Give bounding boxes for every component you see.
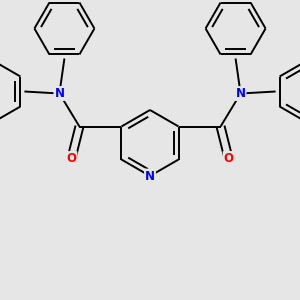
Text: N: N (236, 87, 246, 100)
Text: N: N (54, 87, 64, 100)
Text: O: O (66, 152, 76, 165)
Text: N: N (145, 169, 155, 182)
Text: O: O (224, 152, 234, 165)
